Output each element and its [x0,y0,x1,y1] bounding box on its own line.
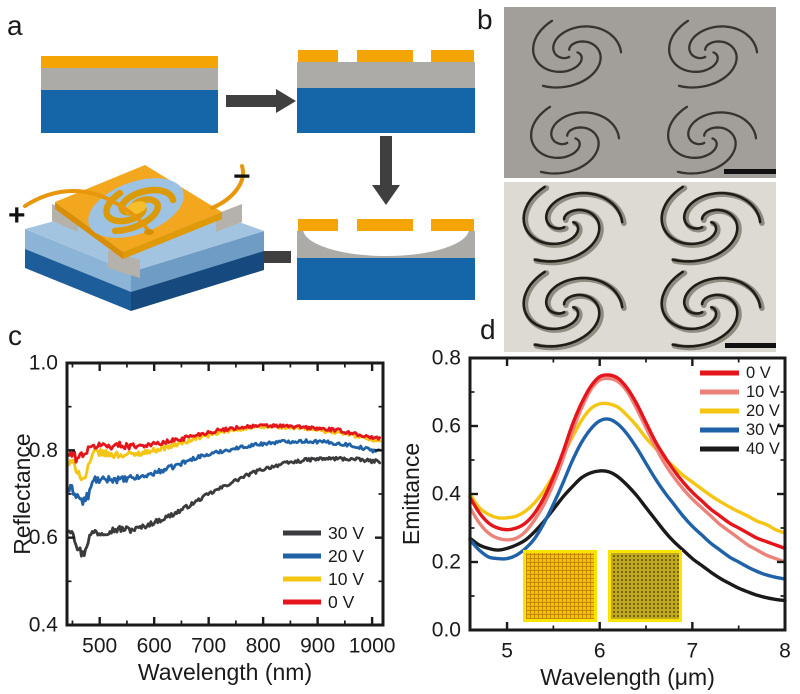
x-tick-label: 500 [82,635,117,658]
series-10-v [468,376,787,564]
series-20-v [468,401,787,535]
microscope-inset-left [523,550,597,622]
fabrication-process-diagram: + − [8,50,475,311]
reflectance-chart: 500 600 700 800 900 1000 0.4 0.6 0.8 1.0 Wavelengt… [9,352,396,686]
legend-label: 0 V [328,592,355,612]
y-tick-label: 0.6 [29,526,58,549]
spiral-structures [529,19,759,175]
x-tick-label: 5 [501,640,513,663]
y-tick-label: 0.6 [432,415,461,438]
x-tick-label: 1000 [349,635,396,658]
layer-stack-2 [297,50,475,133]
plus-terminal-label: + [8,199,26,232]
scale-bar [725,343,776,348]
series-20-v [67,438,382,506]
y-axis-label: Reflectance [9,433,35,554]
x-axis-label: Wavelength (nm) [138,659,312,685]
legend-label: 20 V [746,402,780,420]
plot-frame [65,361,385,627]
y-tick-label: 0.2 [432,551,461,574]
y-tick-label: 0.8 [29,439,58,462]
x-tick-label: 600 [137,635,172,658]
y-tick-label: 0.4 [432,483,462,506]
series-0-v [468,373,787,551]
series-30-v [67,455,382,558]
y-tick-label: 0.8 [432,347,461,370]
emittance-chart: 5 6 7 8 0.0 0.2 0.4 0.6 0.8 Wavelength (μm) Emitta… [398,347,791,691]
panel-label-a: a [7,10,23,41]
x-axis-label: Wavelength (μm) [540,664,715,690]
x-tick-label: 700 [191,635,226,658]
legend-label: 20 V [328,546,364,566]
sem-image-top [504,7,776,178]
layer-stack-3 [297,219,475,300]
device-3d-illustration: + − [8,160,264,311]
legend-label: 10 V [746,383,780,401]
plot-frame [468,356,787,632]
support-post [108,250,140,278]
wire-positive [23,189,150,233]
series-0-v [67,423,382,464]
microscope-inset-right [608,550,682,622]
x-tick-label: 8 [779,640,791,663]
y-tick-label: 1.0 [29,352,58,375]
wire-negative [210,164,245,210]
spiral-structures [522,185,765,351]
legend-label: 10 V [328,569,364,589]
arrow-down-icon [372,136,400,205]
panel-label-c: c [8,320,22,351]
legend-label: 0 V [746,364,771,382]
legend-label: 30 V [328,523,364,543]
x-tick-label: 7 [687,640,699,663]
legend-label: 40 V [746,440,780,458]
legend-label: 30 V [746,421,780,439]
scale-bar [724,169,776,174]
panel-label-b: b [477,4,493,35]
x-tick-label: 800 [246,635,281,658]
sem-image-bottom [504,182,776,352]
series-30-v [468,417,787,581]
minus-terminal-label: − [233,160,251,193]
arrow-right-icon [226,89,296,113]
y-tick-label: 0.0 [432,619,461,642]
layer-stack-1 [41,56,218,133]
x-tick-label: 900 [300,635,335,658]
y-tick-label: 0.4 [29,614,59,637]
support-post [216,204,242,232]
y-axis-label: Emittance [398,443,424,545]
x-tick-label: 6 [594,640,606,663]
panel-label-d: d [480,314,496,345]
series-10-v [67,424,382,482]
series-40-v [468,469,787,603]
